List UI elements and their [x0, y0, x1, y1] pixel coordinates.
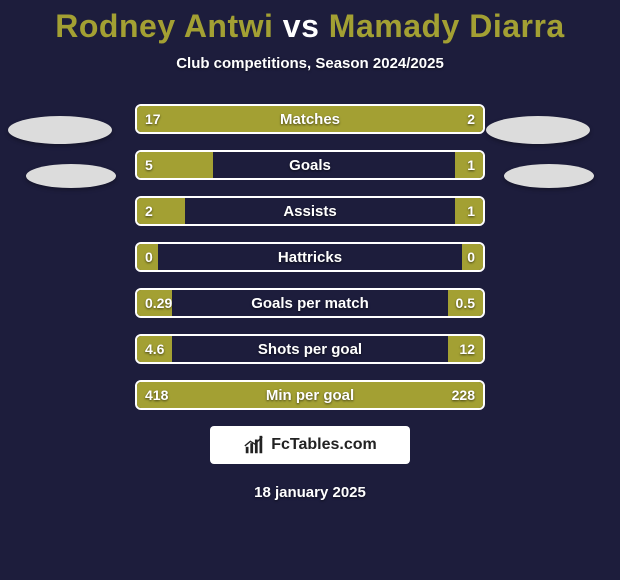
stat-label: Shots per goal: [137, 336, 483, 362]
player1-name: Rodney Antwi: [55, 8, 273, 44]
stat-row: 172Matches: [135, 104, 485, 134]
stat-row: 00Hattricks: [135, 242, 485, 272]
stat-label: Goals per match: [137, 290, 483, 316]
chart-icon: [243, 434, 265, 456]
date: 18 january 2025: [0, 484, 620, 501]
branding-text: FcTables.com: [271, 436, 377, 454]
stats-area: 172Matches 51Goals 21Assists 00Hattricks 0.2…: [0, 104, 620, 410]
stat-label: Assists: [137, 198, 483, 224]
subtitle: Club competitions, Season 2024/2025: [0, 55, 620, 72]
player-badge-1: [486, 116, 590, 144]
stat-row: 0.290.5Goals per match: [135, 288, 485, 318]
player-badge-3: [504, 164, 594, 188]
stat-row: 51Goals: [135, 150, 485, 180]
stat-label: Goals: [137, 152, 483, 178]
stat-row: 21Assists: [135, 196, 485, 226]
player-badge-0: [8, 116, 112, 144]
comparison-title: Rodney Antwi vs Mamady Diarra: [0, 0, 620, 45]
vs-text: vs: [283, 8, 320, 44]
branding-badge: FcTables.com: [210, 426, 410, 464]
player2-name: Mamady Diarra: [329, 8, 565, 44]
player-badge-2: [26, 164, 116, 188]
stat-label: Hattricks: [137, 244, 483, 270]
stat-label: Matches: [137, 106, 483, 132]
stat-row: 418228Min per goal: [135, 380, 485, 410]
stat-row: 4.612Shots per goal: [135, 334, 485, 364]
stat-bars: 172Matches 51Goals 21Assists 00Hattricks 0.2…: [135, 104, 485, 410]
stat-label: Min per goal: [137, 382, 483, 408]
